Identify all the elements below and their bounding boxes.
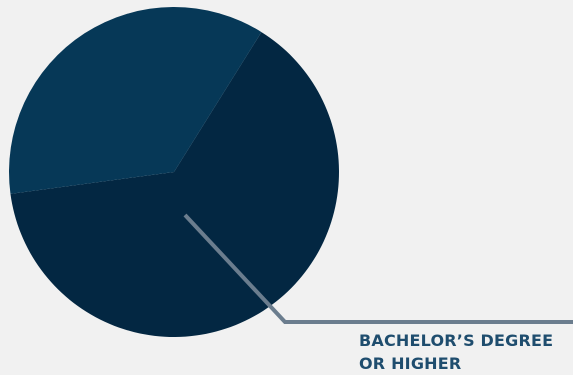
pie-slice-bachelors-or-higher: [10, 32, 340, 337]
callout-label-line-2: OR HIGHER: [359, 354, 462, 373]
pie-slices: [9, 6, 340, 337]
pie-slice-other: [9, 6, 262, 194]
callout-label-line-1: BACHELOR’S DEGREE: [359, 331, 554, 350]
callout-label: BACHELOR’S DEGREE OR HIGHER: [359, 329, 573, 375]
callout-leader-line: [183, 213, 573, 324]
